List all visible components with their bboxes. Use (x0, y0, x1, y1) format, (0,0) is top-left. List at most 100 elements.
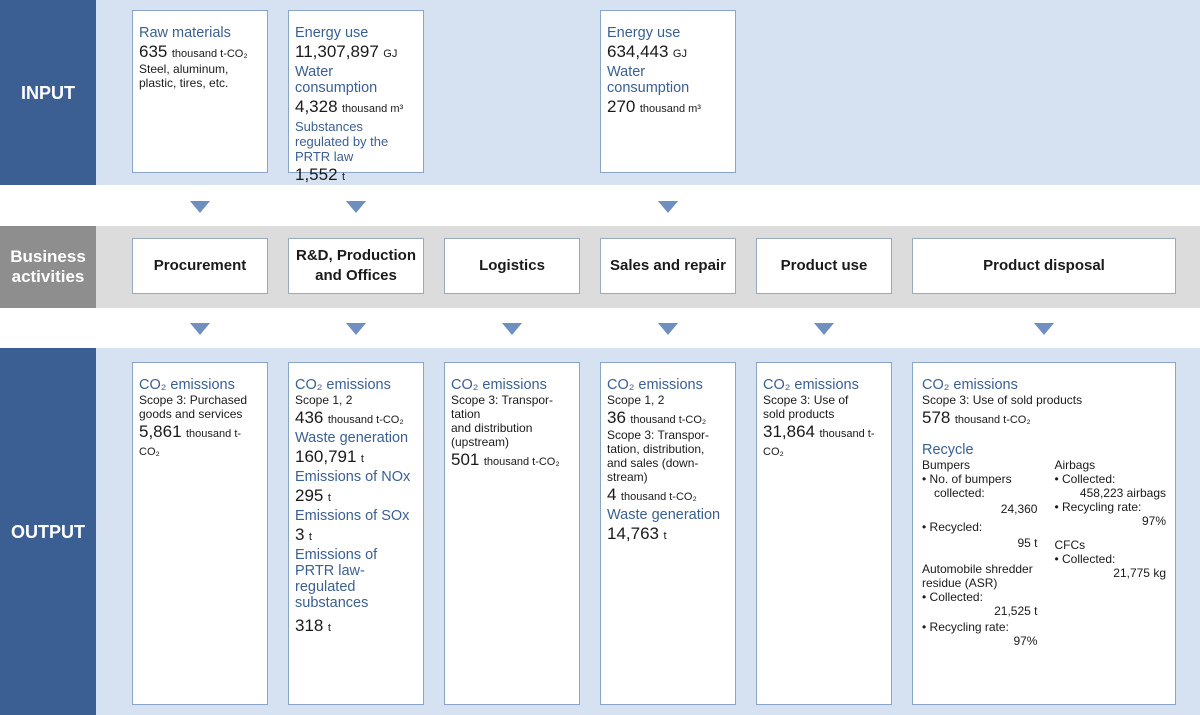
input-sales-box: Energy use 634,443 GJ Water consumption … (600, 10, 736, 173)
input-water-unit: thousand m³ (342, 103, 404, 115)
output-sales-scope3-value-line: 4 thousand t-CO₂ (607, 484, 729, 505)
output-use-value: 31,864 (763, 422, 815, 441)
output-sales-scope3-line2: tation, distribution, (607, 442, 705, 456)
business-procurement-label: Procurement (153, 257, 247, 274)
airbags-val1: 458,223 airbags (1079, 486, 1166, 500)
asr-item1: • Collected: (922, 590, 983, 604)
business-product-use: Product use (756, 238, 892, 294)
asr-title-line2: residue (ASR) (922, 576, 998, 590)
input-sales-water-heading: Water consumption (607, 64, 690, 96)
output-sales-scope3-unit: thousand t-CO₂ (620, 491, 697, 503)
bumpers-title: Bumpers (922, 458, 971, 472)
input-prtr-unit: t (342, 171, 346, 183)
output-sales-scope3-line1: Scope 3: Transpor- (607, 428, 710, 442)
output-sales-scope12-unit: thousand t-CO₂ (630, 414, 707, 426)
asr-val1: 21,525 t (994, 604, 1038, 618)
input-sales-energy-unit: GJ (672, 48, 687, 60)
business-production-label-line2: and Offices (315, 267, 397, 284)
arrow-down-icon (502, 323, 522, 335)
output-sales-scope3-value: 4 (607, 485, 617, 504)
input-sales-water-value: 270 (607, 97, 636, 116)
business-logistics-label: Logistics (479, 257, 545, 274)
output-sales-scope12: Scope 1, 2 (607, 393, 665, 407)
output-production-prtr-unit: t (327, 622, 331, 634)
recycle-left-column: Bumpers • No. of bumpers collected: 24,3… (922, 458, 1037, 648)
input-sales-energy-heading: Energy use (607, 25, 681, 41)
business-production-label-line1: R&D, Production (296, 247, 416, 264)
output-procurement-value: 5,861 (139, 422, 182, 441)
row-label-output: OUTPUT (0, 348, 96, 715)
output-use-unit: thousand t-CO₂ (763, 428, 875, 458)
output-production-co2-unit: thousand t-CO₂ (327, 414, 404, 426)
output-production-sox-value: 3 (295, 525, 305, 544)
business-sales-label: Sales and repair (610, 257, 726, 274)
output-recycle-heading: Recycle (922, 442, 974, 458)
output-logistics-box: CO₂ emissions Scope 3: Transpor- tation … (444, 362, 580, 705)
output-sales-waste-value: 14,763 (607, 524, 659, 543)
arrow-down-icon (190, 201, 210, 213)
output-production-co2-value-line: 436 thousand t-CO₂ (295, 407, 417, 428)
cfcs-title: CFCs (1054, 538, 1086, 552)
bumpers-val1: 24,360 (1000, 502, 1038, 516)
output-disposal-scope: Scope 3: Use of sold products (922, 393, 1083, 407)
input-energy-unit: GJ (383, 48, 398, 60)
airbags-item2: • Recycling rate: (1054, 500, 1142, 514)
business-product-disposal: Product disposal (912, 238, 1176, 294)
output-use-box: CO₂ emissions Scope 3: Use of sold produ… (756, 362, 892, 705)
input-water-value-line: 4,328 thousand m³ (295, 96, 417, 117)
asr-item2: • Recycling rate: (922, 620, 1009, 634)
output-production-scope: Scope 1, 2 (295, 393, 353, 407)
bumpers-item1: • No. of bumpers (922, 472, 1012, 486)
output-use-co2-heading: CO₂ emissions (763, 377, 859, 393)
airbags-item1: • Collected: (1054, 472, 1116, 486)
input-raw-materials-desc: Steel, aluminum, plastic, tires, etc. (139, 62, 229, 90)
input-procurement-box: Raw materials 635 thousand t-CO₂ Steel, … (132, 10, 268, 173)
input-energy-value-line: 11,307,897 GJ (295, 41, 417, 62)
output-sales-scope12-value-line: 36 thousand t-CO₂ (607, 407, 729, 428)
input-production-box: Energy use 11,307,897 GJ Water consumpti… (288, 10, 424, 184)
row-label-business-line1: Business (10, 247, 86, 266)
output-logistics-co2-heading: CO₂ emissions (451, 377, 547, 393)
output-sales-box: CO₂ emissions Scope 1, 2 36 thousand t-C… (600, 362, 736, 705)
input-water-heading: Water consumption (295, 64, 378, 96)
business-product-disposal-label: Product disposal (983, 257, 1105, 274)
input-sales-energy-value: 634,443 (607, 42, 669, 61)
output-production-nox-unit: t (327, 492, 331, 504)
arrow-down-icon (1034, 323, 1054, 335)
business-production: R&D, Production and Offices (288, 238, 424, 294)
output-sales-waste-heading: Waste generation (607, 507, 721, 523)
input-raw-materials-unit: thousand t-CO₂ (171, 48, 248, 60)
output-production-waste-value-line: 160,791 t (295, 446, 417, 467)
output-disposal-value-line: 578 thousand t-CO₂ (922, 407, 1166, 428)
arrow-down-icon (814, 323, 834, 335)
input-prtr-heading: Substances regulated by the PRTR law (295, 119, 389, 164)
cfcs-val1: 21,775 kg (1113, 566, 1166, 580)
output-production-sox-value-line: 3 t (295, 524, 417, 545)
output-logistics-scope-line3: and distribution (451, 421, 533, 435)
output-logistics-scope-line1: Scope 3: Transpor- (451, 393, 554, 407)
output-sales-scope3-line3: and sales (down- (607, 456, 699, 470)
arrow-down-icon (658, 201, 678, 213)
output-procurement-scope: Scope 3: Purchased goods and services (139, 393, 248, 421)
row-label-output-text: OUTPUT (11, 521, 85, 542)
output-disposal-unit: thousand t-CO₂ (954, 414, 1031, 426)
input-water-value: 4,328 (295, 97, 338, 116)
output-use-value-line: 31,864 thousand t-CO₂ (763, 421, 885, 460)
output-sales-waste-unit: t (663, 530, 667, 542)
business-logistics: Logistics (444, 238, 580, 294)
output-logistics-scope-line2: tation (451, 407, 481, 421)
input-sales-energy-value-line: 634,443 GJ (607, 41, 729, 62)
input-raw-materials-heading: Raw materials (139, 25, 231, 41)
output-logistics-scope-line4: (upstream) (451, 435, 510, 449)
airbags-val2: 97% (1141, 514, 1166, 528)
asr-val2: 97% (1013, 634, 1038, 648)
business-sales: Sales and repair (600, 238, 736, 294)
row-label-business-line2: activities (11, 267, 85, 286)
output-procurement-box: CO₂ emissions Scope 3: Purchased goods a… (132, 362, 268, 705)
input-sales-water-unit: thousand m³ (639, 103, 701, 115)
output-disposal-value: 578 (922, 408, 951, 427)
row-label-input-text: INPUT (21, 82, 75, 103)
airbags-title: Airbags (1054, 458, 1096, 472)
output-logistics-unit: thousand t-CO₂ (483, 456, 560, 468)
arrow-down-icon (190, 323, 210, 335)
